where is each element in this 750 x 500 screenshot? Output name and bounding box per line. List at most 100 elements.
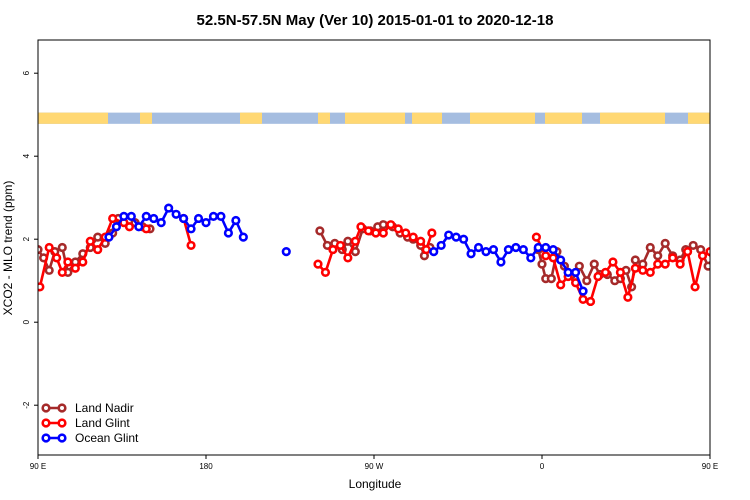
data-point (466, 249, 476, 259)
data-point (531, 232, 542, 242)
data-point (563, 267, 573, 278)
data-point (57, 242, 67, 253)
data-point (408, 232, 418, 242)
data-point (541, 251, 551, 261)
data-point (589, 259, 599, 269)
legend-label: Ocean Glint (75, 431, 139, 445)
x-tick-label: 90 E (30, 462, 46, 471)
land-band-segment (412, 112, 442, 124)
data-point (541, 242, 551, 253)
data-point (481, 247, 491, 257)
data-point (645, 242, 655, 253)
data-point (518, 244, 528, 255)
land-band-segment (470, 112, 535, 124)
data-point (421, 244, 431, 255)
data-point (328, 244, 338, 255)
data-point (451, 232, 461, 242)
data-point (574, 261, 584, 271)
data-point (556, 255, 566, 265)
legend-item: Land Glint (41, 416, 130, 430)
data-point (582, 276, 592, 286)
data-point (111, 222, 121, 232)
data-point (690, 282, 700, 292)
data-point (436, 240, 446, 251)
data-point (371, 228, 381, 238)
data-point (57, 267, 67, 278)
legend-marker (57, 433, 67, 443)
y-tick-label: -2 (22, 401, 31, 409)
data-point (363, 226, 374, 236)
data-point (44, 265, 54, 275)
land-band-segment (240, 112, 262, 124)
data-point (503, 244, 514, 255)
data-point (496, 257, 506, 267)
data-point (416, 236, 426, 246)
legend-marker (41, 418, 51, 428)
data-point (164, 203, 174, 213)
data-point (149, 213, 159, 224)
data-point (429, 247, 439, 257)
data-point (141, 211, 151, 221)
data-point (134, 222, 144, 232)
y-tick-label: 2 (22, 236, 31, 241)
data-point (546, 274, 556, 284)
data-point (608, 257, 618, 267)
data-point (108, 213, 118, 224)
data-point (322, 240, 332, 251)
legend-marker (41, 433, 51, 443)
land-band-segment (688, 112, 710, 124)
data-point (675, 259, 685, 269)
data-point (281, 247, 291, 257)
data-point (668, 253, 678, 263)
x-tick-label: 90 E (702, 462, 718, 471)
data-point (593, 271, 603, 282)
legend-marker (41, 403, 51, 413)
data-point (570, 267, 581, 278)
y-axis: -2 0 2 4 6 (22, 70, 38, 409)
chart-title: 52.5N-57.5N May (Ver 10) 2015-01-01 to 2… (197, 12, 554, 29)
data-point (63, 257, 73, 267)
data-point (70, 263, 80, 273)
legend-label: Land Nadir (75, 401, 134, 415)
x-axis: 90 E 180 90 W 0 90 E (30, 455, 718, 471)
data-point (645, 267, 655, 278)
data-point (697, 251, 708, 261)
data-point (171, 209, 181, 219)
data-point (703, 261, 710, 271)
data-point (615, 267, 626, 278)
data-point (186, 224, 196, 234)
data-point (223, 228, 233, 238)
data-point (44, 242, 54, 253)
y-axis-label: XCO2 - MLO trend (ppm) (1, 181, 15, 316)
data-point (78, 257, 88, 267)
data-point (186, 240, 196, 251)
data-point (93, 244, 103, 255)
data-point (126, 211, 136, 221)
data-point (459, 234, 469, 244)
data-point (343, 236, 353, 246)
data-point (548, 244, 558, 255)
data-point (231, 215, 241, 226)
legend-item: Ocean Glint (41, 431, 139, 445)
data-point (600, 267, 611, 278)
data-point (623, 292, 633, 302)
land-band-segment (600, 112, 665, 124)
data-point (556, 280, 566, 290)
x-tick-label: 0 (540, 462, 545, 471)
data-point (630, 255, 640, 265)
data-point (401, 228, 411, 238)
land-band-segment (140, 112, 152, 124)
data-point (378, 220, 388, 230)
data-point (356, 222, 366, 232)
y-tick-label: 4 (22, 153, 31, 158)
x-tick-label: 180 (199, 462, 213, 471)
data-point (238, 232, 248, 242)
data-point (660, 238, 670, 248)
data-point (660, 259, 670, 269)
land-band-segment (318, 112, 330, 124)
data-point (585, 296, 596, 307)
legend-marker (57, 418, 67, 428)
data-point (444, 230, 454, 240)
